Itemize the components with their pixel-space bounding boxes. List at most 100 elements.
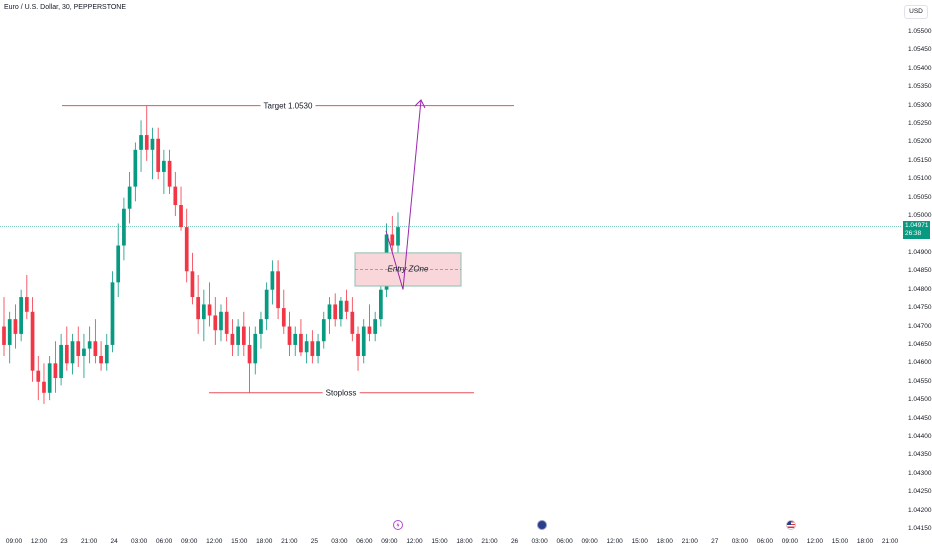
- candle-bearish: [53, 363, 58, 379]
- event-eu-flag-icon[interactable]: [537, 520, 547, 530]
- price-axis-label: 1.04200: [908, 506, 932, 514]
- price-axis-label: 1.05250: [908, 120, 932, 128]
- price-axis-label: 1.04650: [908, 340, 932, 348]
- time-axis-label: 24: [110, 538, 118, 545]
- candle-bearish: [213, 315, 218, 331]
- candle-bullish: [361, 326, 366, 356]
- entry-zone-label: Entry ZOne: [387, 264, 429, 274]
- time-axis-label: 12:00: [406, 538, 423, 545]
- candle-bullish: [7, 319, 12, 345]
- candle-bearish: [173, 186, 178, 206]
- candle-bearish: [333, 304, 338, 320]
- event-lightning-icon[interactable]: [393, 520, 403, 530]
- candle-bullish: [293, 333, 298, 345]
- candlestick-chart[interactable]: [0, 0, 902, 530]
- candle-bearish: [247, 344, 252, 364]
- time-axis-label: 21:00: [881, 538, 899, 545]
- candle-bullish: [201, 304, 206, 320]
- time-axis-label: 09:00: [581, 538, 598, 545]
- projection-arrow[interactable]: [385, 99, 422, 290]
- price-axis-label: 1.05350: [908, 83, 932, 91]
- price-axis-label: 1.04450: [908, 414, 932, 422]
- candle-bullish: [87, 341, 92, 349]
- time-axis-label: 06:00: [156, 538, 173, 545]
- candle-bearish: [344, 300, 349, 312]
- candle-bearish: [36, 370, 41, 382]
- event-us-flag-icon[interactable]: [786, 520, 796, 530]
- symbol-title[interactable]: Euro / U.S. Dollar, 30, PEPPERSTONE: [4, 4, 127, 11]
- time-axis-label: 23: [60, 538, 68, 545]
- candle-bearish: [184, 227, 189, 272]
- candle-bearish: [99, 355, 103, 364]
- price-axis-label: 1.04350: [908, 451, 932, 459]
- time-axis-label: 09:00: [781, 538, 799, 545]
- candle-bearish: [207, 304, 212, 316]
- time-axis-label: 21:00: [80, 538, 98, 545]
- arrow-head: [414, 99, 426, 109]
- time-axis-label: 15:00: [431, 538, 448, 545]
- price-axis-label: 1.04500: [908, 396, 932, 404]
- candle-bearish: [224, 311, 229, 334]
- time-axis-label: 09:00: [5, 538, 23, 545]
- price-axis-label: 1.05450: [908, 46, 932, 54]
- time-axis-label: 26: [510, 538, 519, 545]
- price-axis-label: 1.05100: [908, 175, 932, 183]
- price-axis-label: 1.04400: [908, 432, 932, 440]
- price-axis-label: 1.05500: [908, 28, 932, 35]
- time-axis-label: 03:00: [531, 538, 548, 545]
- time-axis-label: 15:00: [831, 538, 849, 545]
- candle-bullish: [304, 341, 309, 353]
- price-axis-label: 1.04550: [908, 377, 932, 385]
- candle-bullish: [104, 344, 109, 364]
- candle-bearish: [350, 311, 355, 334]
- time-axis-label: 06:00: [756, 538, 773, 545]
- candle-bullish: [139, 135, 143, 150]
- candle-bullish: [162, 160, 166, 172]
- candle-bullish: [396, 227, 400, 246]
- candle-bearish: [281, 308, 286, 327]
- time-axis-label: 12:00: [206, 538, 223, 545]
- time-axis-label: 06:00: [356, 538, 373, 545]
- candle-bullish: [327, 304, 332, 320]
- candle-bullish: [270, 271, 275, 290]
- time-axis-label: 12:00: [806, 538, 824, 545]
- time-axis-label: 03:00: [331, 538, 348, 545]
- current-price-tag: 1.04971 26:38: [903, 221, 930, 239]
- price-axis-label: 1.04150: [908, 525, 932, 532]
- candle-bearish: [76, 341, 81, 356]
- candle-bullish: [339, 300, 343, 320]
- price-axis-label: 1.04300: [908, 469, 932, 477]
- candle-bullish: [133, 149, 138, 187]
- chart-area[interactable]: Euro / U.S. Dollar, 30, PEPPERSTONE Targ…: [0, 0, 902, 530]
- candle-bullish: [316, 341, 320, 356]
- candle-bearish: [356, 333, 360, 356]
- candle-bullish: [122, 208, 126, 246]
- price-axis-label: 1.05050: [908, 193, 932, 201]
- price-axis-label: 1.04700: [908, 322, 932, 330]
- candle-bearish: [179, 205, 183, 228]
- candle-bullish: [259, 319, 263, 334]
- candles-group: [2, 105, 400, 404]
- price-axis-label: 1.05400: [908, 64, 932, 72]
- time-axis-label: 18:00: [456, 538, 473, 545]
- candle-bearish: [144, 135, 149, 150]
- time-axis[interactable]: 09:00 12:00 23 21:00 24 03:00 06:00 09:00 12:00 1…: [0, 530, 902, 550]
- candle-bearish: [390, 234, 395, 246]
- candle-bearish: [276, 271, 280, 309]
- price-axis-label: 1.04250: [908, 488, 932, 496]
- candle-bullish: [116, 245, 121, 283]
- candle-bullish: [70, 341, 75, 364]
- time-axis-label: 18:00: [656, 538, 673, 545]
- time-axis-label: 12:00: [606, 538, 623, 545]
- candle-bearish: [156, 138, 161, 172]
- currency-button[interactable]: USD: [904, 5, 928, 19]
- candle-bearish: [167, 160, 172, 187]
- candle-bearish: [2, 326, 6, 345]
- price-axis[interactable]: 1.05500 1.05450 1.05400 1.05350 1.05300 1.052…: [902, 0, 932, 550]
- price-axis-label: 1.04750: [908, 304, 932, 312]
- time-axis-label: 18:00: [256, 538, 273, 545]
- candle-bullish: [264, 289, 269, 320]
- candle-bearish: [367, 326, 372, 334]
- time-axis-label: 18:00: [856, 538, 874, 545]
- candle-bearish: [196, 297, 201, 320]
